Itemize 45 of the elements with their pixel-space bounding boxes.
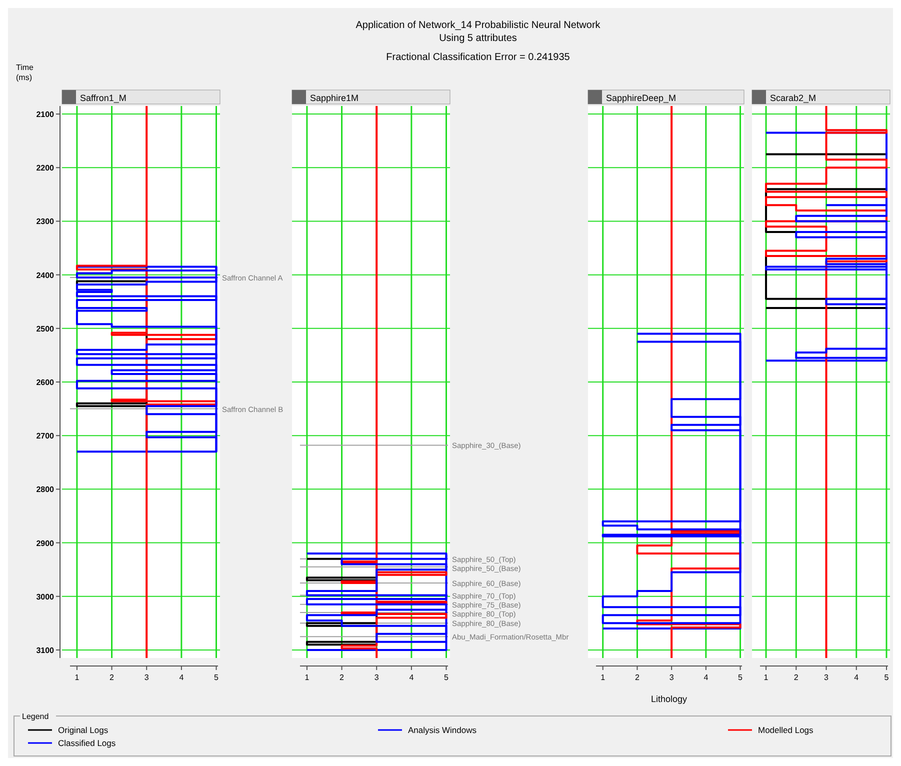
y-tick-label: 2100 bbox=[36, 110, 55, 120]
chart-title: Sapphire1M bbox=[310, 93, 359, 103]
x-tick-label: 3 bbox=[669, 673, 674, 682]
x-tick-label: 2 bbox=[634, 673, 640, 682]
x-tick-label: 3 bbox=[374, 673, 380, 682]
y-tick-label: 2200 bbox=[36, 164, 55, 173]
y-tick-label: 2300 bbox=[36, 217, 55, 226]
x-tick-label: 5 bbox=[214, 673, 220, 682]
x-tick-label: 3 bbox=[824, 673, 830, 682]
x-tick-label: 4 bbox=[179, 673, 184, 682]
y-tick-label: 2400 bbox=[36, 270, 55, 280]
x-tick-label: 1 bbox=[764, 673, 769, 682]
x-tick-label: 1 bbox=[74, 673, 80, 682]
y-tick-label: 2500 bbox=[36, 324, 55, 334]
y-tick-label: 3000 bbox=[36, 592, 55, 602]
x-tick-label: 4 bbox=[854, 673, 860, 682]
y-tick-label: 2900 bbox=[36, 538, 55, 548]
x-tick-label: 4 bbox=[409, 673, 414, 682]
x-tick-label: 5 bbox=[884, 673, 890, 682]
x-tick-label: 2 bbox=[340, 673, 345, 682]
legend-label: Original Logs bbox=[58, 725, 108, 735]
y-tick-label: 2700 bbox=[36, 432, 55, 441]
x-tick-label: 2 bbox=[794, 673, 799, 682]
chart-title: SapphireDeep_M bbox=[606, 93, 676, 103]
x-tick-label: 3 bbox=[144, 673, 150, 682]
text: Using 5 attributes bbox=[439, 33, 517, 44]
x-axis-title: Lithology bbox=[650, 694, 688, 704]
y-tick-label: 2800 bbox=[36, 485, 55, 494]
chart-title: Scarab2_M bbox=[770, 93, 816, 103]
x-tick-label: 2 bbox=[110, 673, 115, 682]
x-tick-label: 1 bbox=[304, 673, 310, 682]
text: Application of Network_14 Probabilistic Neural Network bbox=[356, 20, 602, 31]
x-tick-label: 5 bbox=[738, 673, 744, 682]
x-tick-label: 4 bbox=[704, 673, 709, 682]
y-tick-label: 2600 bbox=[36, 378, 55, 387]
y-tick-label: 3100 bbox=[36, 646, 55, 655]
x-tick-label: 1 bbox=[600, 673, 606, 682]
legend-label: Analysis Windows bbox=[408, 725, 476, 735]
chart-title: Saffron1_M bbox=[80, 93, 126, 103]
legend-title: Legend bbox=[22, 712, 49, 721]
y-axis-title: Time (ms) bbox=[16, 63, 34, 82]
x-tick-label: 5 bbox=[444, 673, 450, 682]
legend-label: Classified Logs bbox=[58, 738, 116, 748]
text: Fractional Classification Error = 0.241935 bbox=[386, 52, 570, 63]
legend-label: Modelled Logs bbox=[758, 725, 814, 735]
